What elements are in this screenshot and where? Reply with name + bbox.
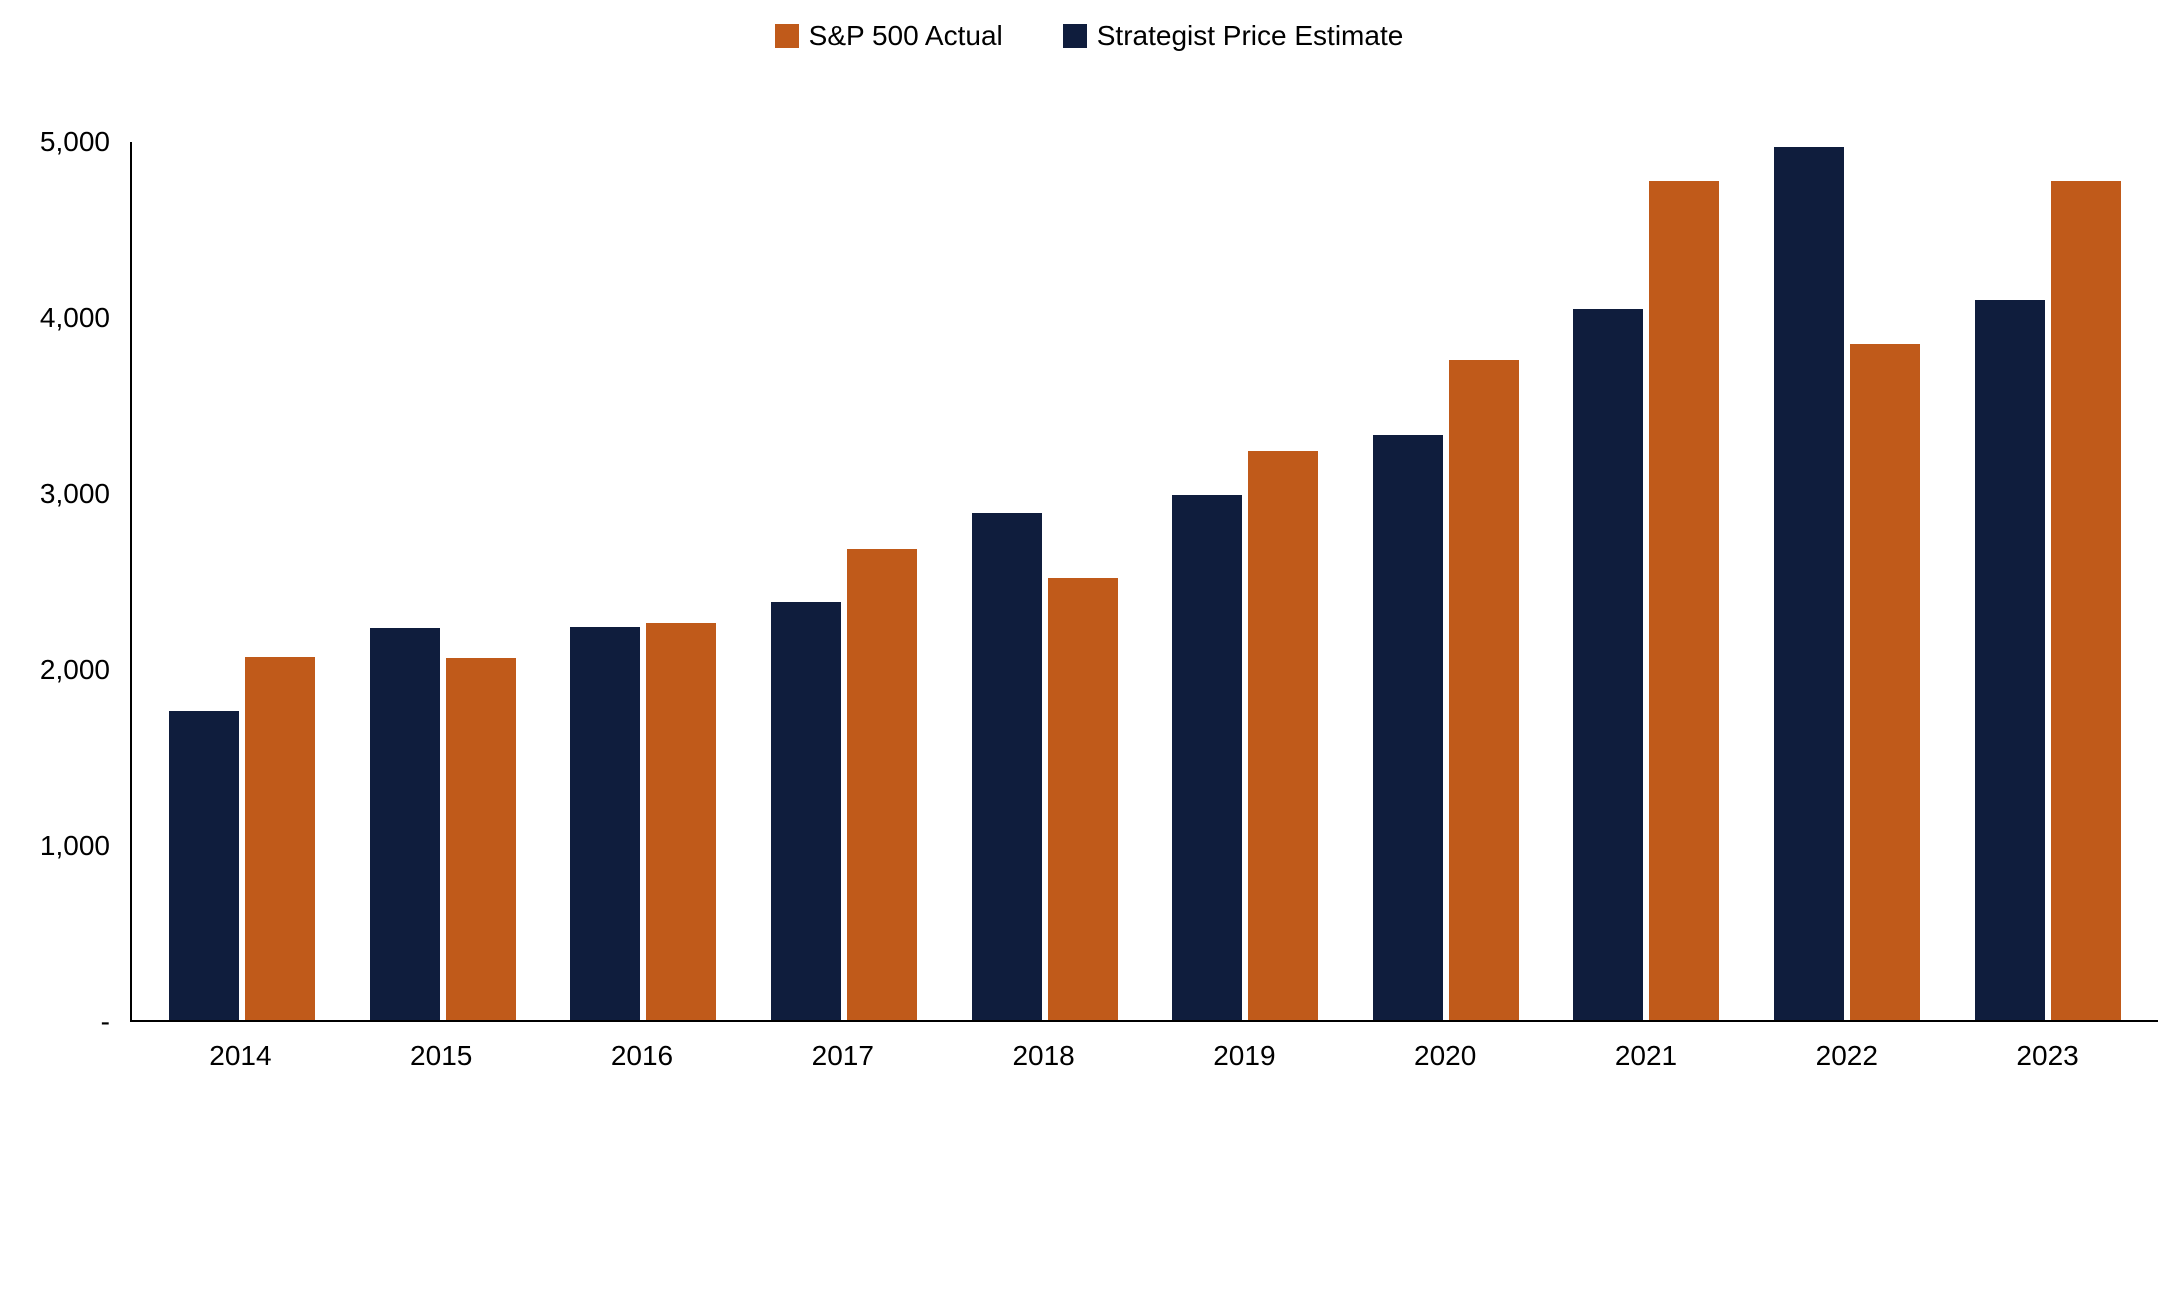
x-tick: 2023 [1947,1040,2148,1072]
bar-actual [2051,181,2121,1020]
x-tick: 2014 [140,1040,341,1072]
chart-legend: S&P 500 Actual Strategist Price Estimate [20,20,2158,52]
plot-area: 5,000 4,000 3,000 2,000 1,000 - [20,142,2158,1022]
bar-estimate [1573,309,1643,1020]
x-tick: 2022 [1746,1040,1947,1072]
legend-item-estimate: Strategist Price Estimate [1063,20,1404,52]
bar-actual [446,658,516,1020]
bar-estimate [570,627,640,1020]
bar-actual [1850,344,1920,1020]
x-tick: 2019 [1144,1040,1345,1072]
bar-actual [1449,360,1519,1020]
chart-container: S&P 500 Actual Strategist Price Estimate… [20,20,2158,1072]
y-axis: 5,000 4,000 3,000 2,000 1,000 - [20,142,130,1022]
legend-swatch-actual [775,24,799,48]
year-group [343,142,544,1020]
year-group [744,142,945,1020]
x-tick: 2017 [742,1040,943,1072]
bar-actual [646,623,716,1020]
bar-actual [245,657,315,1020]
bar-estimate [771,602,841,1020]
year-group [543,142,744,1020]
x-tick: 2016 [542,1040,743,1072]
year-group [1947,142,2148,1020]
x-tick: 2020 [1345,1040,1546,1072]
bar-estimate [1373,435,1443,1020]
year-group [1145,142,1346,1020]
year-group [142,142,343,1020]
x-labels: 2014201520162017201820192020202120222023 [130,1040,2158,1072]
bar-estimate [1975,300,2045,1020]
bars-region [132,142,2158,1020]
bar-estimate [169,711,239,1020]
x-tick: 2018 [943,1040,1144,1072]
bar-actual [847,549,917,1020]
bar-estimate [370,628,440,1020]
bar-actual [1649,181,1719,1020]
legend-label-actual: S&P 500 Actual [809,20,1003,52]
bar-actual [1248,451,1318,1020]
year-group [1546,142,1747,1020]
x-tick: 2015 [341,1040,542,1072]
year-group [1747,142,1948,1020]
bar-actual [1048,578,1118,1021]
bar-estimate [972,513,1042,1020]
legend-item-actual: S&P 500 Actual [775,20,1003,52]
x-axis: 2014201520162017201820192020202120222023 [20,1040,2158,1072]
bar-estimate [1172,495,1242,1020]
chart-body [130,142,2158,1022]
legend-swatch-estimate [1063,24,1087,48]
bar-estimate [1774,147,1844,1020]
year-group [944,142,1145,1020]
x-tick: 2021 [1546,1040,1747,1072]
legend-label-estimate: Strategist Price Estimate [1097,20,1404,52]
year-group [1346,142,1547,1020]
